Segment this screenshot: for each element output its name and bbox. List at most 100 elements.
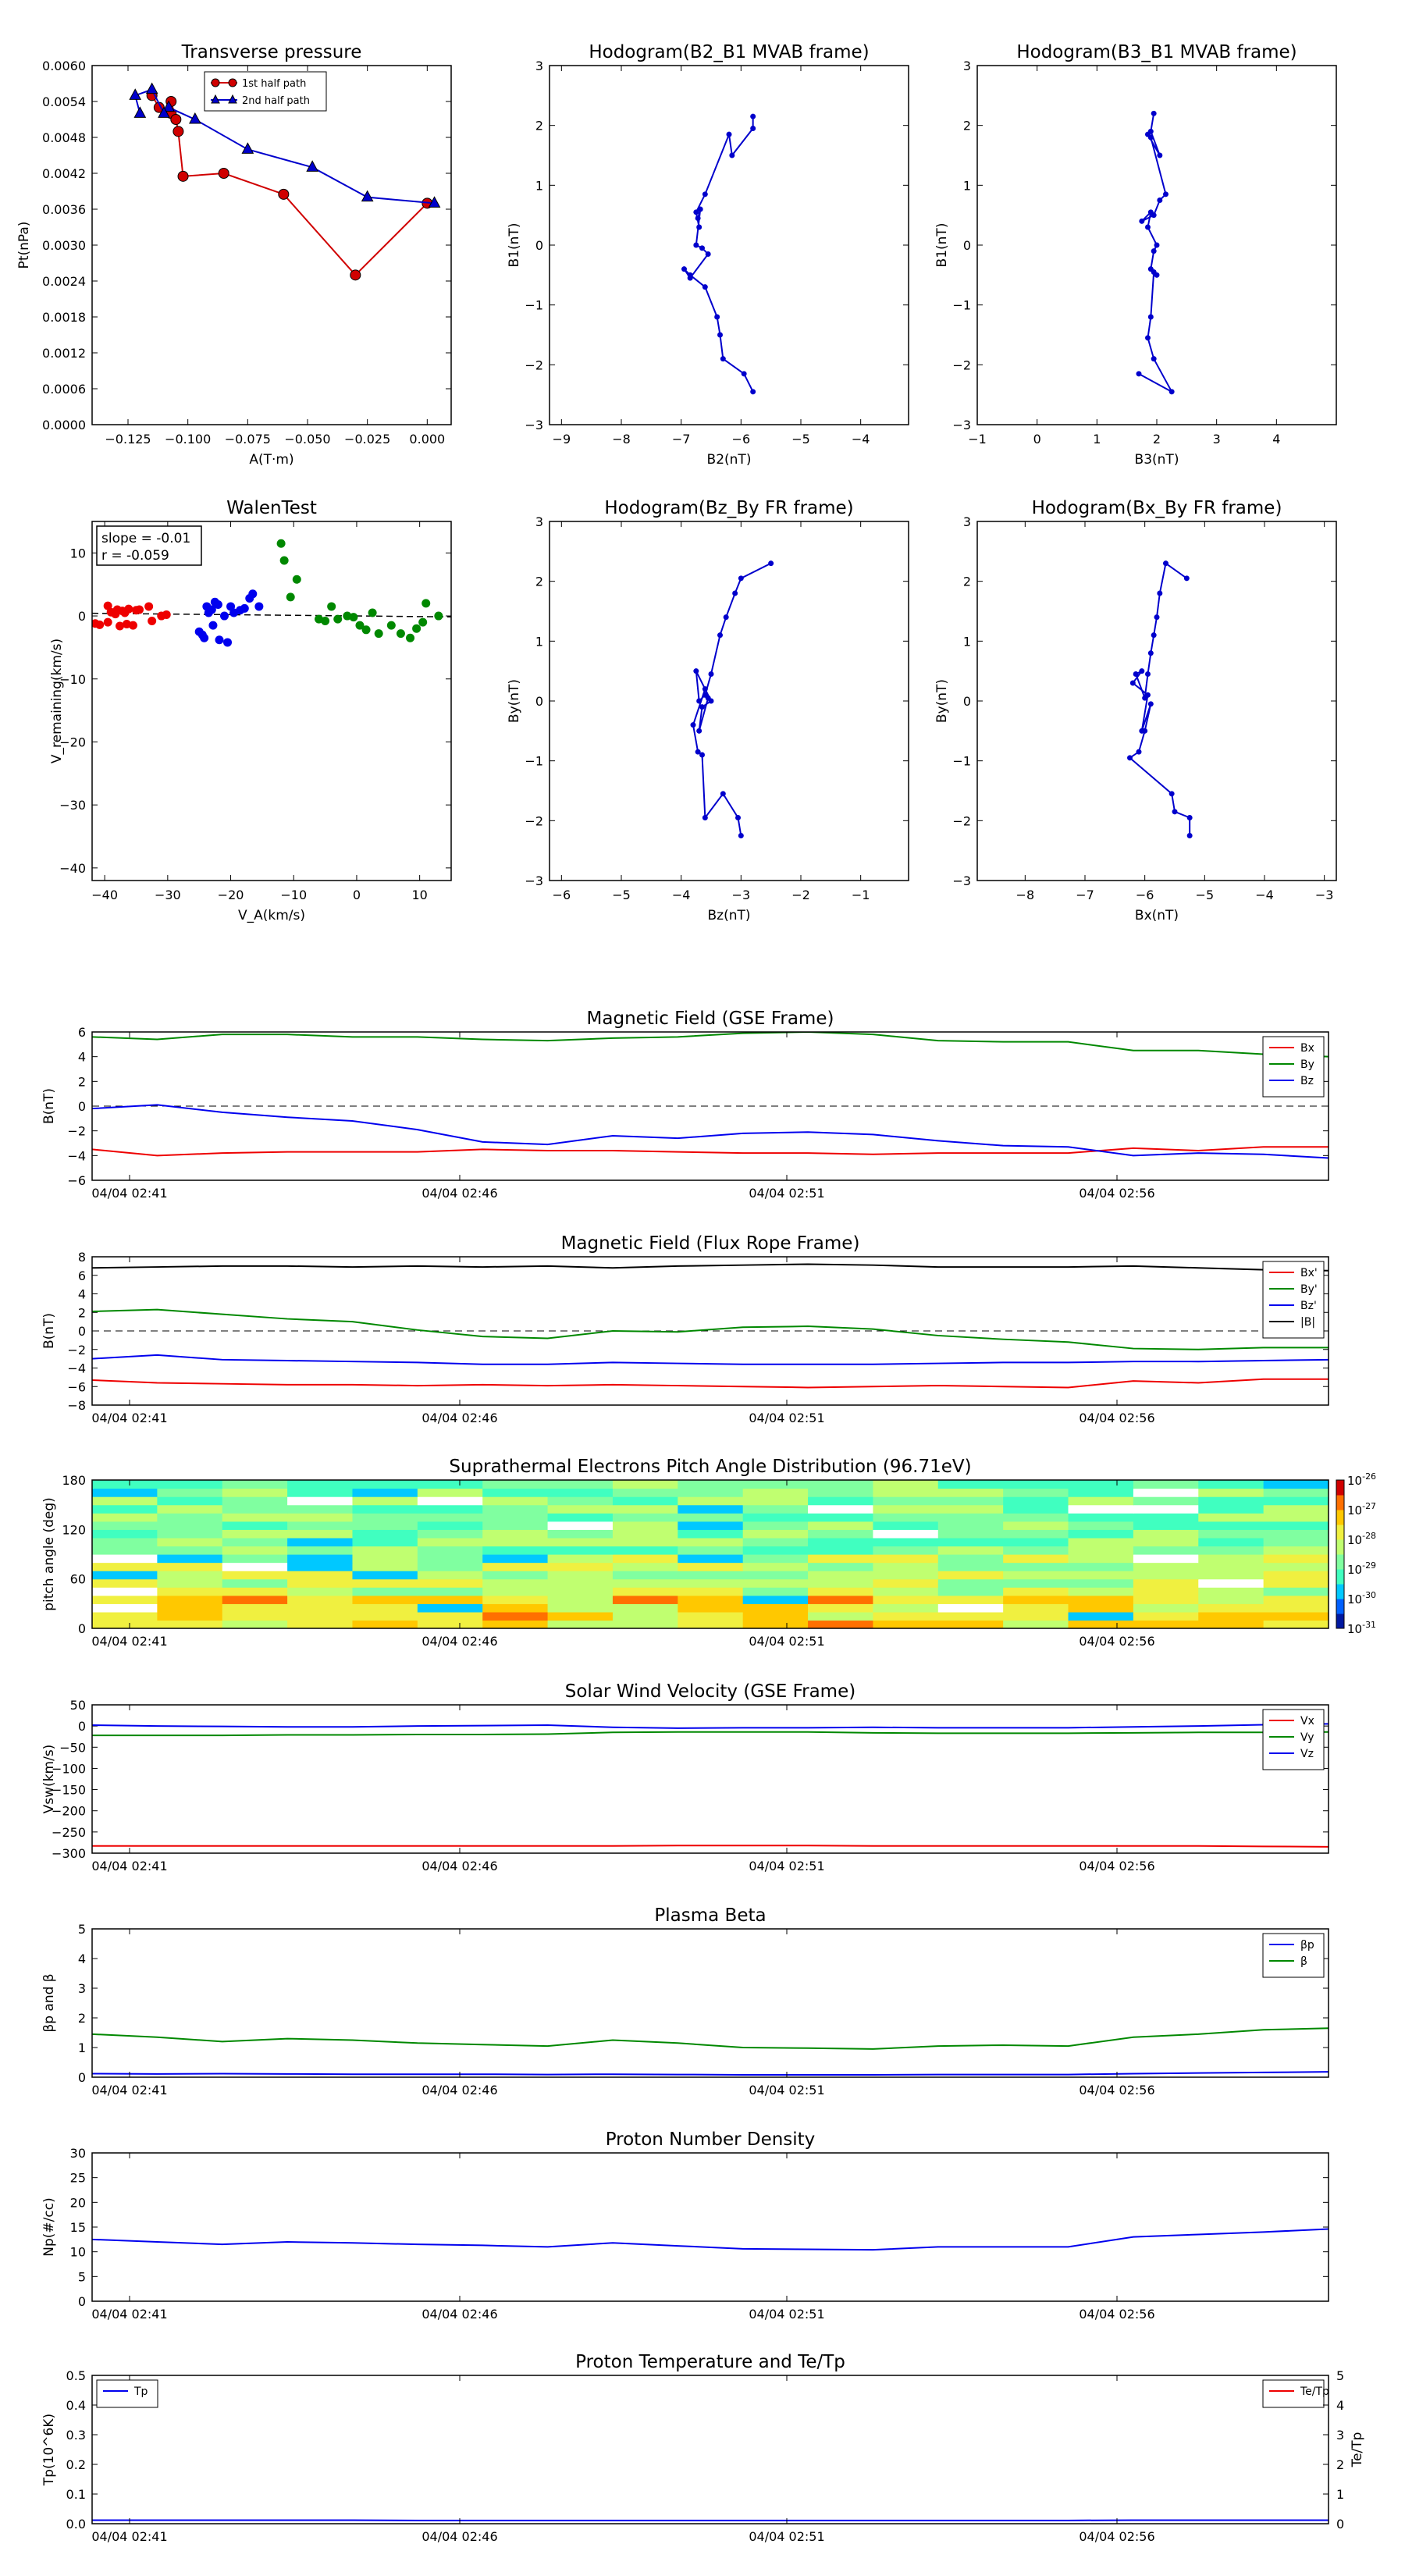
heatmap-cell [352,1578,418,1588]
time-tick-label: 04/04 02:51 [749,1411,824,1425]
y-tick-label: −4 [67,1148,86,1163]
legend: Bx By Bz [1262,1036,1325,1098]
time-tick-label: 04/04 02:56 [1079,2529,1154,2544]
y-tick-label: 1 [963,178,971,193]
scatter-point [386,621,396,630]
data-point-triangle [162,100,175,112]
heatmap-cell [1003,1554,1069,1564]
heatmap-cell [222,1562,288,1571]
plot-area [92,1723,1329,1848]
data-point [702,686,708,692]
scatter-point [396,629,405,639]
heatmap-cell [1133,1554,1199,1564]
heatmap-cell [873,1578,939,1588]
y-tick-label: 0.0018 [42,310,86,325]
heatmap-cell [547,1595,614,1604]
colorbar-frame [1336,1479,1345,1629]
plot-frame [91,1479,1329,1629]
chart-panel-12: Proton Temperature and Te/Tp 0.0 0.1 0.2 0.3… [41,2352,1365,2544]
heatmap-cell [612,1537,678,1547]
data-point [697,206,703,212]
heatmap-cell [352,1488,418,1497]
heatmap-cell [92,1537,158,1547]
heatmap-cell [678,1513,744,1522]
chart-title: Proton Temperature and Te/Tp [575,2352,845,2372]
data-point [1157,152,1163,158]
heatmap-cell [742,1546,809,1555]
chart-title: Magnetic Field (Flux Rope Frame) [561,1233,860,1254]
heatmap-cell [808,1504,874,1514]
heatmap-cell [92,1529,158,1539]
heatmap-cell [1263,1480,1329,1489]
heatmap-cell [417,1480,483,1489]
heatmap-cell [222,1504,288,1514]
heatmap-cell [612,1504,678,1514]
data-point-triangle [189,112,201,124]
plot-area [690,560,774,838]
y-tick-label: 3 [963,514,971,529]
heatmap-cell [222,1578,288,1588]
y-tick-label: −10 [59,672,86,687]
chart-panel-9: Solar Wind Velocity (GSE Frame) −300 −250 −… [41,1681,1329,1873]
time-tick-label: 04/04 02:56 [1079,2307,1154,2322]
heatmap-cell [873,1537,939,1547]
heatmap-cell [1068,1480,1134,1489]
heatmap-cell [808,1571,874,1580]
time-tick-label: 04/04 02:41 [91,1634,167,1649]
y-tick-label: 0 [78,1621,86,1636]
heatmap-cell [482,1529,549,1539]
heatmap-cell [612,1529,678,1539]
heatmap-cell [1133,1611,1199,1621]
x-tick-label: −20 [218,888,244,902]
heatmap-cell [1263,1521,1329,1530]
heatmap-cell [1003,1521,1069,1530]
heatmap-cell [1068,1529,1134,1539]
y-tick-label: 0 [78,2294,86,2309]
y-tick-label: 0.0000 [42,418,86,432]
y-tick-label: 0.0 [66,2517,86,2532]
heatmap-cell [352,1571,418,1580]
y-tick-label: −2 [952,358,971,372]
scatter-point [111,610,120,619]
legend-label: Bz' [1300,1300,1317,1312]
heatmap-cell [287,1620,354,1628]
series-line-3 [92,1263,1329,1272]
plot-frame [976,521,1337,881]
heatmap-cell [417,1595,483,1604]
heatmap-cell [612,1571,678,1580]
scatter-point [135,605,144,614]
heatmap-cell [1263,1504,1329,1514]
heatmap-cell [1133,1488,1199,1497]
heatmap-cell [417,1546,483,1555]
heatmap-cell [92,1595,158,1604]
colorbar-segment [1336,1569,1344,1585]
chart-panel-10: Plasma Beta 0 1 2 3 4 5 βp and β 04/04 02:41 04/0… [41,1905,1329,2097]
data-point [1142,728,1148,734]
series-line-1 [133,88,435,205]
data-point [750,113,756,119]
y-tick-label: 6 [78,1025,86,1040]
x-tick-label: −6 [732,432,751,447]
data-point [738,833,744,838]
legend-box [1262,1709,1325,1770]
heatmap-cell [1003,1595,1069,1604]
data-point-circle [173,126,184,137]
data-point [1157,197,1163,203]
data-point [735,815,741,820]
heatmap-cell [808,1554,874,1564]
scatter-point [279,556,289,565]
scatter-point [292,575,301,584]
data-point-circle [170,114,182,125]
time-tick-label: 04/04 02:51 [749,1859,824,1873]
legend-box [1262,2379,1325,2408]
plot-frame [91,2152,1329,2302]
legend-box [96,2379,158,2408]
heatmap-cell [287,1529,354,1539]
heatmap-cell [287,1595,354,1604]
heatmap-cell [1198,1496,1264,1506]
heatmap-cell [417,1578,483,1588]
data-point [750,389,756,395]
heatmap-cell [157,1529,223,1539]
right-tick-label: 5 [1336,2368,1344,2383]
x-tick-label: −0.075 [225,432,271,447]
